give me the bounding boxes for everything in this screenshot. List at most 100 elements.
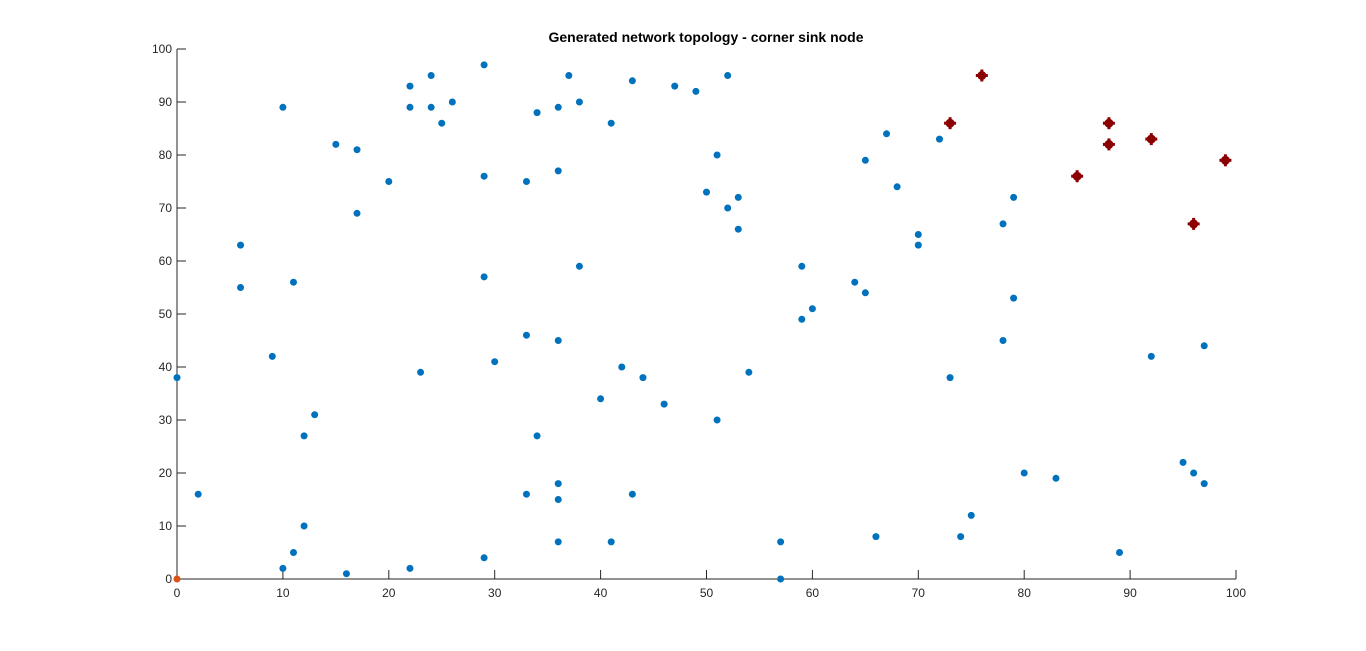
sensor-node-point	[385, 178, 393, 185]
sensor-node-point	[491, 358, 499, 366]
sensor-node-point	[914, 241, 922, 249]
highlighted-node-point	[1071, 170, 1084, 183]
sensor-node-point	[777, 538, 785, 546]
sensor-node-point	[628, 77, 636, 85]
sensor-node-point	[808, 305, 816, 313]
sensor-node-point	[734, 193, 742, 201]
sensor-node-point	[300, 522, 308, 530]
x-tick-label: 100	[1226, 586, 1246, 600]
sensor-node-point	[268, 352, 276, 360]
x-tick-label: 40	[594, 586, 608, 600]
sensor-node-point	[1020, 469, 1028, 477]
y-tick-label: 0	[165, 572, 172, 586]
sensor-node-point	[522, 178, 530, 185]
sensor-node-point	[448, 98, 456, 106]
sensor-node-point	[692, 87, 700, 95]
sensor-node-point	[967, 511, 975, 519]
sensor-node-point	[671, 82, 679, 90]
sensor-node-point	[628, 490, 636, 498]
sensor-node-point	[480, 554, 488, 562]
sensor-node-point	[745, 368, 753, 376]
y-tick-label: 100	[152, 42, 172, 56]
sensor-node-point	[311, 411, 319, 419]
sensor-node-point	[1200, 342, 1208, 350]
sensor-node-point	[1010, 294, 1018, 302]
sensor-node-point	[522, 490, 530, 498]
chart-title: Generated network topology - corner sink…	[548, 29, 863, 45]
sensor-node-point	[279, 564, 287, 572]
y-tick-label: 80	[159, 148, 173, 162]
sensor-node-point	[883, 130, 891, 138]
highlighted-node-point	[1145, 133, 1158, 146]
x-tick-label: 60	[806, 586, 820, 600]
axes: 0 10 20 30 40 50 60 70 80 90 100 0 10 20 30 40 50 60 70 80 9…	[152, 42, 1246, 600]
sensor-node-point	[237, 241, 245, 249]
sensor-node-point	[607, 119, 615, 127]
sensor-node-point	[703, 188, 710, 196]
y-tick-label: 40	[159, 360, 173, 374]
highlighted-node-point	[1219, 154, 1232, 167]
sensor-node-point	[289, 549, 297, 556]
x-tick-label: 70	[912, 586, 926, 600]
sensor-node-point	[777, 575, 785, 583]
highlighted-node-point	[1102, 117, 1115, 130]
sensor-node-point	[353, 146, 361, 154]
y-tick-label: 70	[159, 201, 173, 215]
sensor-node-point	[522, 331, 530, 339]
sensor-node-point	[289, 278, 297, 286]
sensor-node-point	[999, 220, 1007, 228]
sensor-node-point	[1010, 193, 1018, 201]
sensor-node-point	[406, 103, 414, 111]
sink-node-point	[173, 575, 181, 583]
sensor-node-point	[480, 273, 488, 281]
sensor-node-point	[1052, 474, 1060, 482]
sensor-node-point	[861, 156, 869, 164]
sensor-node-point	[1116, 549, 1124, 556]
sensor-node-point	[607, 538, 615, 546]
sensor-node-point	[237, 284, 245, 291]
sensor-node-point	[713, 151, 721, 159]
x-tick-label: 50	[700, 586, 714, 600]
sensor-node-point	[279, 103, 287, 111]
sensor-node-point	[713, 416, 721, 424]
sensor-node-point	[1147, 352, 1155, 360]
sensor-node-point	[872, 533, 880, 541]
sensor-node-point	[1190, 469, 1198, 477]
sensor-node-point	[734, 225, 742, 233]
sensor-node-point	[417, 368, 425, 376]
sensor-node-point	[554, 538, 562, 546]
sensor-node-point	[1200, 480, 1208, 488]
sensor-node-point	[554, 480, 562, 488]
sensor-node-point	[480, 61, 488, 69]
sensor-node-point	[554, 496, 562, 503]
sensor-node-point	[300, 432, 308, 440]
data-points	[173, 61, 1232, 583]
sensor-node-point	[554, 167, 562, 175]
sensor-node-point	[798, 315, 806, 323]
y-tick-label: 60	[159, 254, 173, 268]
y-tick-label: 50	[159, 307, 173, 321]
sensor-node-point	[575, 98, 583, 106]
sensor-node-point	[639, 374, 647, 382]
sensor-node-point	[851, 278, 859, 286]
sensor-node-point	[957, 533, 965, 541]
sensor-node-point	[565, 72, 573, 79]
sensor-node-point	[332, 140, 340, 148]
sensor-node-point	[660, 400, 668, 408]
sensor-node-point	[554, 103, 562, 111]
highlighted-node-point	[975, 69, 988, 82]
x-tick-label: 80	[1018, 586, 1032, 600]
x-tick-label: 10	[276, 586, 290, 600]
sensor-node-point	[194, 490, 202, 498]
x-tick-label: 90	[1123, 586, 1137, 600]
sensor-node-point	[914, 231, 922, 238]
x-tick-label: 0	[174, 586, 181, 600]
sensor-node-point	[480, 172, 488, 180]
sensor-node-point	[999, 337, 1007, 344]
sensor-node-point	[406, 82, 414, 90]
sensor-node-point	[438, 119, 446, 127]
sensor-node-point	[893, 183, 901, 191]
y-tick-label: 10	[159, 519, 173, 533]
sensor-node-point	[798, 262, 806, 270]
